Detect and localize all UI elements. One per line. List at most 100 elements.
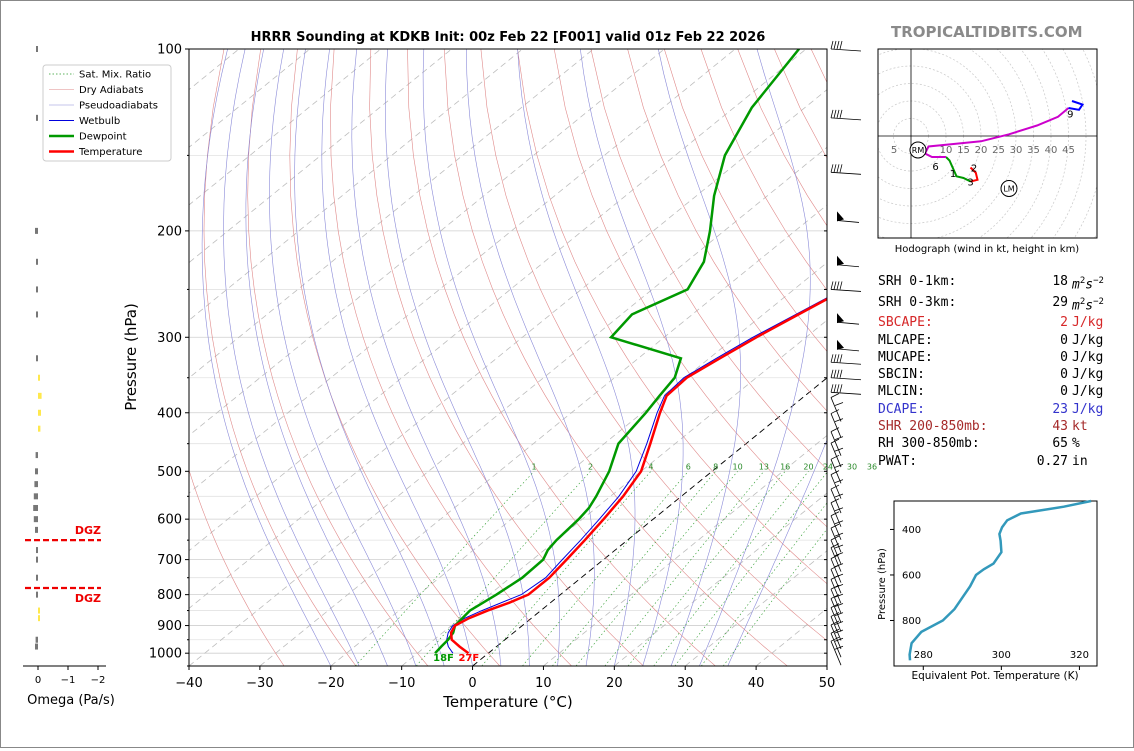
hodograph-ring-label: 25 bbox=[992, 145, 1005, 156]
dry-adiabat-line bbox=[480, 49, 827, 641]
x-tick-label: 10 bbox=[535, 676, 552, 691]
hodograph-trace bbox=[945, 156, 971, 183]
dgz-label: DGZ bbox=[75, 524, 101, 537]
chart-title: HRRR Sounding at KDKB Init: 00z Feb 22 [… bbox=[251, 30, 766, 45]
omega-bar bbox=[36, 46, 38, 52]
stats-row: SHR 200-850mb: 43 kt bbox=[878, 418, 1108, 435]
mixing-ratio-label: 10 bbox=[733, 462, 743, 471]
mixing-ratio-label: 4 bbox=[648, 462, 653, 471]
wind-barb bbox=[830, 603, 844, 632]
stats-unit: m2s−2 bbox=[1072, 276, 1104, 293]
stats-row: DCAPE: 23 J/kg bbox=[878, 401, 1108, 418]
stats-unit: % bbox=[1072, 436, 1080, 452]
dry-adiabat-line bbox=[289, 49, 501, 666]
wind-barb bbox=[830, 384, 862, 395]
hodograph-ring-label: 10 bbox=[940, 145, 953, 156]
hodograph-panel: 5 10 15 20 25 30 35 40 45 RM LM 1 2 3 6 9 Hodograph (w… bbox=[877, 48, 1098, 255]
mixing-ratio-line bbox=[552, 471, 716, 666]
theta-e-y-tick-label: 800 bbox=[902, 616, 921, 627]
x-tick-label: −30 bbox=[246, 676, 273, 691]
hodograph-trace bbox=[969, 166, 979, 183]
wind-barb bbox=[830, 628, 844, 658]
omega-bar bbox=[36, 547, 38, 554]
omega-tick-label: 0 bbox=[35, 675, 41, 686]
x-tick-label: 20 bbox=[606, 676, 623, 691]
wind-barb bbox=[836, 211, 860, 223]
theta-e-xlabel: Equivalent Pot. Temperature (K) bbox=[911, 670, 1078, 682]
stats-label: SBCAPE: bbox=[878, 315, 933, 331]
wind-barb bbox=[830, 393, 844, 422]
omega-bar bbox=[36, 286, 38, 293]
mixing-ratio-label: 24 bbox=[823, 462, 833, 471]
stats-value: 0 bbox=[1060, 367, 1068, 383]
omega-bar bbox=[36, 355, 38, 362]
dry-adiabat-line bbox=[664, 49, 827, 352]
pseudoadiabat-line bbox=[321, 49, 473, 666]
rm-marker bbox=[909, 141, 927, 159]
stats-value: 0 bbox=[1060, 384, 1068, 400]
stats-label: SHR 200-850mb: bbox=[878, 419, 988, 435]
legend-entry: Pseudoadiabats bbox=[79, 101, 158, 112]
hodograph-ring-label: 40 bbox=[1045, 145, 1058, 156]
mixing-ratio-line bbox=[481, 471, 652, 666]
stats-row: SBCAPE: 2 J/kg bbox=[878, 314, 1108, 331]
wind-barb bbox=[830, 620, 844, 650]
stats-row: SBCIN: 0 J/kg bbox=[878, 366, 1108, 383]
mixing-ratio-line bbox=[653, 471, 809, 666]
wind-barb bbox=[830, 543, 844, 572]
stats-label: MLCAPE: bbox=[878, 332, 933, 348]
wind-barb bbox=[830, 636, 844, 666]
hodograph-ring-label: 15 bbox=[957, 145, 970, 156]
rm-label: RM bbox=[912, 146, 925, 155]
omega-bar bbox=[35, 468, 38, 475]
omega-bar bbox=[35, 452, 38, 459]
stats-table: SRH 0-1km: 18 m2s−2 SRH 0-3km: 29 m2s−2 SBCAPE… bbox=[878, 273, 1108, 470]
stats-row: SRH 0-1km: 18 m2s−2 bbox=[878, 273, 1108, 294]
isotherm-line bbox=[684, 550, 827, 666]
mixing-ratio-label: 30 bbox=[847, 462, 857, 471]
y-tick-label: 400 bbox=[157, 406, 182, 421]
omega-bar bbox=[38, 409, 41, 416]
y-tick-label: 900 bbox=[157, 619, 182, 634]
theta-e-x-tick-label: 320 bbox=[1070, 650, 1089, 661]
hodograph-caption: Hodograph (wind in kt, height in km) bbox=[895, 244, 1080, 255]
omega-bar bbox=[34, 481, 38, 488]
omega-axis-label: Omega (Pa/s) bbox=[27, 693, 115, 708]
dry-adiabat-line bbox=[443, 49, 788, 666]
dry-adiabat-line bbox=[369, 49, 644, 666]
wind-barb bbox=[836, 313, 860, 325]
hodograph-ring-label: 20 bbox=[975, 145, 988, 156]
pseudoadiabat-line bbox=[269, 49, 417, 666]
y-tick-label: 200 bbox=[157, 224, 182, 239]
stats-unit: J/kg bbox=[1072, 332, 1104, 348]
stats-value: 29 bbox=[1052, 294, 1068, 310]
theta-e-x-tick-label: 300 bbox=[992, 650, 1011, 661]
omega-bar bbox=[33, 516, 38, 523]
mixing-ratio-label: 1 bbox=[532, 462, 537, 471]
pseudoadiabat-line bbox=[699, 49, 811, 666]
wind-barb bbox=[830, 535, 844, 565]
isotherm-line bbox=[189, 146, 827, 666]
x-tick-label: 50 bbox=[819, 676, 836, 691]
y-tick-label: 500 bbox=[157, 465, 182, 480]
hodograph-height-label: 2 bbox=[971, 164, 977, 175]
legend: Sat. Mix. Ratio Dry Adiabats Pseudoadiabat… bbox=[42, 64, 172, 162]
stats-label: DCAPE: bbox=[878, 401, 925, 417]
mixing-ratio-line bbox=[627, 471, 786, 666]
dry-adiabat-line bbox=[203, 49, 357, 666]
hodograph-ring-label: 30 bbox=[1010, 145, 1023, 156]
stats-label: PWAT: bbox=[878, 453, 918, 469]
omega-tick-label: −1 bbox=[61, 675, 76, 686]
isotherm-line bbox=[189, 49, 382, 206]
hodograph-trace bbox=[923, 107, 1070, 158]
dry-adiabat-line bbox=[590, 49, 827, 470]
stats-label: RH 300-850mb: bbox=[878, 436, 980, 452]
theta-e-panel: 280 300 320 400 600 800 Equivalent Pot. Tempe… bbox=[877, 499, 1098, 682]
hodograph-height-label: 3 bbox=[967, 178, 973, 189]
pseudoadiabat-line bbox=[245, 49, 388, 666]
mixing-ratio-line bbox=[522, 471, 689, 666]
mixing-ratio-label: 13 bbox=[759, 462, 769, 471]
stats-unit: J/kg bbox=[1072, 315, 1104, 331]
skewt-profiles bbox=[434, 49, 827, 655]
